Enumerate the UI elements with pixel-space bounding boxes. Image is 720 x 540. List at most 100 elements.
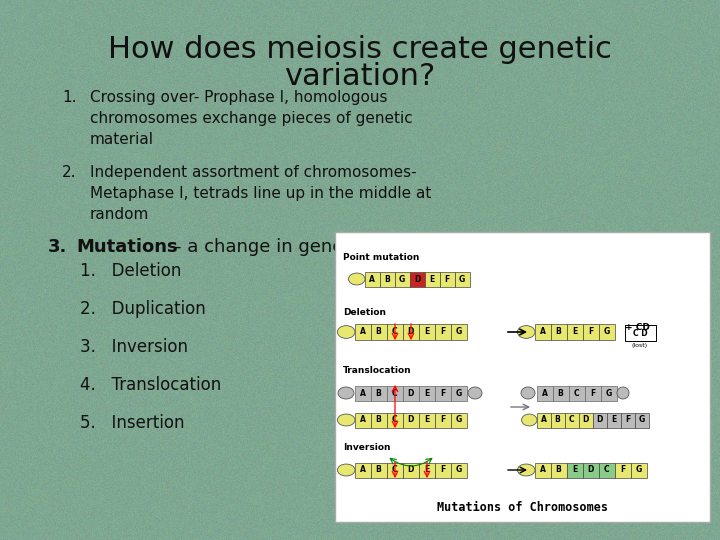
FancyBboxPatch shape	[402, 462, 418, 477]
Text: D: D	[582, 415, 589, 424]
Ellipse shape	[518, 326, 535, 339]
FancyBboxPatch shape	[434, 413, 451, 428]
FancyBboxPatch shape	[434, 386, 451, 401]
Text: G: G	[635, 465, 642, 475]
Text: G: G	[459, 274, 465, 284]
FancyBboxPatch shape	[371, 413, 387, 428]
FancyBboxPatch shape	[354, 413, 371, 428]
FancyBboxPatch shape	[364, 272, 379, 287]
Text: B: B	[376, 415, 382, 424]
Text: D: D	[588, 465, 594, 475]
Text: A: A	[541, 415, 546, 424]
Text: 5.   Insertion: 5. Insertion	[80, 414, 184, 432]
Text: + CD: + CD	[625, 323, 650, 333]
FancyBboxPatch shape	[534, 462, 551, 477]
FancyBboxPatch shape	[371, 462, 387, 477]
Text: A: A	[359, 465, 366, 475]
Text: 3.: 3.	[48, 238, 68, 256]
FancyBboxPatch shape	[387, 413, 402, 428]
Text: E: E	[429, 274, 435, 284]
Text: F: F	[440, 415, 445, 424]
Text: C: C	[392, 327, 397, 336]
Text: F: F	[440, 465, 445, 475]
Ellipse shape	[338, 326, 355, 339]
FancyBboxPatch shape	[451, 413, 467, 428]
Text: B: B	[556, 327, 562, 336]
Text: B: B	[376, 388, 382, 397]
FancyBboxPatch shape	[582, 324, 598, 340]
FancyBboxPatch shape	[354, 324, 371, 340]
Text: C: C	[569, 415, 575, 424]
Text: F: F	[440, 388, 445, 397]
Text: Deletion: Deletion	[343, 308, 386, 317]
FancyBboxPatch shape	[551, 462, 567, 477]
FancyBboxPatch shape	[634, 413, 649, 428]
Ellipse shape	[338, 464, 355, 476]
Text: G: G	[603, 327, 610, 336]
Text: E: E	[611, 415, 616, 424]
FancyBboxPatch shape	[582, 462, 598, 477]
Text: A: A	[359, 415, 366, 424]
FancyBboxPatch shape	[551, 324, 567, 340]
Ellipse shape	[521, 387, 535, 399]
Text: F: F	[625, 415, 630, 424]
Ellipse shape	[617, 387, 629, 399]
Text: D: D	[408, 415, 414, 424]
Text: E: E	[572, 465, 577, 475]
Text: B: B	[557, 388, 563, 397]
Text: A: A	[541, 388, 547, 397]
Text: D: D	[408, 388, 414, 397]
Text: E: E	[424, 327, 429, 336]
FancyBboxPatch shape	[534, 324, 551, 340]
Text: Mutations: Mutations	[76, 238, 178, 256]
FancyBboxPatch shape	[335, 232, 710, 522]
Text: 1.   Deletion: 1. Deletion	[80, 262, 181, 280]
FancyBboxPatch shape	[454, 272, 469, 287]
FancyBboxPatch shape	[552, 386, 569, 401]
Text: A: A	[359, 327, 366, 336]
Text: - a change in genetic information: - a change in genetic information	[175, 238, 475, 256]
Text: 2.   Duplication: 2. Duplication	[80, 300, 206, 318]
Text: D: D	[408, 465, 414, 475]
FancyBboxPatch shape	[410, 272, 425, 287]
FancyBboxPatch shape	[631, 462, 647, 477]
Text: C: C	[392, 465, 397, 475]
FancyBboxPatch shape	[418, 413, 434, 428]
FancyBboxPatch shape	[598, 324, 614, 340]
FancyBboxPatch shape	[585, 386, 600, 401]
Ellipse shape	[348, 273, 365, 285]
FancyBboxPatch shape	[567, 462, 582, 477]
Text: F: F	[620, 465, 625, 475]
Text: G: G	[455, 465, 462, 475]
FancyBboxPatch shape	[434, 324, 451, 340]
FancyBboxPatch shape	[606, 413, 621, 428]
Text: E: E	[572, 327, 577, 336]
Text: D: D	[408, 327, 414, 336]
FancyBboxPatch shape	[371, 386, 387, 401]
Text: F: F	[440, 327, 445, 336]
Text: G: G	[606, 388, 611, 397]
Text: Translocation: Translocation	[343, 366, 412, 375]
FancyBboxPatch shape	[451, 386, 467, 401]
FancyBboxPatch shape	[387, 324, 402, 340]
Ellipse shape	[518, 464, 535, 476]
FancyBboxPatch shape	[418, 386, 434, 401]
FancyBboxPatch shape	[451, 462, 467, 477]
Text: A: A	[539, 327, 546, 336]
Text: E: E	[424, 388, 429, 397]
Text: A: A	[539, 465, 546, 475]
Text: B: B	[554, 415, 560, 424]
Text: 2.: 2.	[62, 165, 76, 180]
FancyBboxPatch shape	[387, 462, 402, 477]
FancyBboxPatch shape	[564, 413, 578, 428]
FancyBboxPatch shape	[371, 324, 387, 340]
Text: Point mutation: Point mutation	[343, 253, 419, 262]
Text: B: B	[376, 465, 382, 475]
Text: G: G	[639, 415, 644, 424]
Text: G: G	[455, 327, 462, 336]
FancyBboxPatch shape	[354, 386, 371, 401]
Text: D: D	[596, 415, 603, 424]
Text: 1.: 1.	[62, 90, 76, 105]
Text: Inversion: Inversion	[343, 443, 390, 452]
FancyBboxPatch shape	[395, 272, 410, 287]
